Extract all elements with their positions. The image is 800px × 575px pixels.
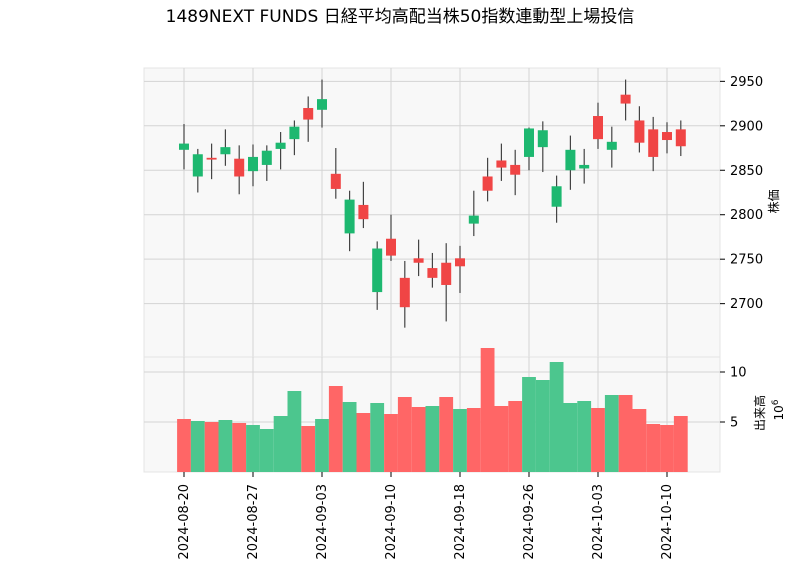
candle-body xyxy=(179,143,189,150)
candle-body xyxy=(330,173,341,189)
volume-bar xyxy=(453,409,467,472)
volume-bar xyxy=(494,406,509,472)
candle-body xyxy=(468,215,479,224)
volume-bar xyxy=(218,420,233,472)
volume-bar xyxy=(591,408,605,472)
candle-body xyxy=(372,248,383,293)
candle-body xyxy=(441,262,452,285)
candle-body xyxy=(248,156,258,172)
candle-body xyxy=(675,129,686,147)
candle-body xyxy=(524,128,534,157)
volume-bar xyxy=(204,422,219,472)
volume-bar xyxy=(577,401,592,472)
x-axis: 2024-08-20 2024-08-27 2024-09-03 2024-09-10… xyxy=(177,472,675,560)
x-tick-label: 2024-10-03 xyxy=(591,484,606,560)
volume-bar xyxy=(342,402,357,472)
volume-tick-label: 5 xyxy=(730,416,738,431)
volume-bar xyxy=(508,401,523,472)
candle-body xyxy=(386,238,396,256)
chart-title: 1489NEXT FUNDS 日経平均高配当株50指数連動型上場投信 xyxy=(165,7,635,27)
volume-bar xyxy=(466,408,481,472)
volume-unit-label: 106 xyxy=(771,399,786,420)
candle-body xyxy=(537,130,548,148)
volume-axis-label: 出来高 xyxy=(752,395,767,431)
price-axis-label: 株価 xyxy=(766,189,781,213)
volume-bar xyxy=(660,425,674,472)
price-tick-label: 2800 xyxy=(730,208,763,223)
volume-bar xyxy=(315,419,329,472)
volume-bar xyxy=(232,423,247,472)
candle-body xyxy=(551,186,562,207)
volume-panel: 5 10 出来高 106 xyxy=(143,348,786,473)
candle-body xyxy=(496,160,507,168)
volume-bar xyxy=(397,397,412,472)
volume-bar xyxy=(522,377,536,472)
volume-bar xyxy=(604,395,619,472)
x-tick-label: 2024-09-18 xyxy=(453,484,468,560)
x-tick-label: 2024-09-10 xyxy=(384,484,399,560)
volume-bar xyxy=(425,406,440,472)
price-tick-label: 2850 xyxy=(730,164,763,179)
volume-bar xyxy=(632,409,647,472)
volume-bar xyxy=(535,380,550,472)
candle-body xyxy=(192,154,203,177)
candle-body xyxy=(413,258,424,263)
volume-bar xyxy=(273,416,288,472)
volume-bar xyxy=(618,395,633,472)
candle-body xyxy=(620,94,631,104)
candle-body xyxy=(565,149,576,171)
volume-bar xyxy=(370,403,385,472)
price-tick-label: 2950 xyxy=(730,75,763,90)
candle-body xyxy=(482,176,493,191)
volume-bar xyxy=(287,391,302,472)
candle-body xyxy=(303,108,314,120)
x-tick-label: 2024-09-26 xyxy=(522,484,537,560)
candle-body xyxy=(317,99,327,110)
candle-body xyxy=(427,268,438,278)
price-tick-label: 2900 xyxy=(730,119,763,134)
price-tick-label: 2700 xyxy=(730,297,763,312)
volume-bar xyxy=(411,407,426,472)
candle-body xyxy=(634,120,645,143)
candle-body xyxy=(648,129,659,157)
candle-body xyxy=(662,132,672,141)
x-tick-label: 2024-08-27 xyxy=(246,484,261,560)
volume-bar xyxy=(259,429,274,472)
x-tick-label: 2024-08-20 xyxy=(177,484,192,560)
candle-body xyxy=(606,141,617,150)
volume-bar xyxy=(246,425,260,472)
candle-body xyxy=(289,126,300,140)
candle-body xyxy=(275,142,286,149)
volume-bar xyxy=(480,348,495,472)
volume-bar xyxy=(384,414,398,472)
candle-body xyxy=(399,277,410,308)
price-tick-label: 2750 xyxy=(730,253,763,268)
candle-body xyxy=(579,164,590,169)
volume-bar xyxy=(177,419,191,472)
volume-bar xyxy=(328,386,343,472)
candle-body xyxy=(455,258,465,267)
volume-bar xyxy=(563,403,578,472)
volume-bar xyxy=(356,413,371,472)
volume-bar xyxy=(439,397,454,472)
candle-body xyxy=(358,204,369,220)
volume-bar xyxy=(673,416,688,472)
volume-bar xyxy=(190,421,205,472)
candle-body xyxy=(206,157,217,160)
volume-bar xyxy=(301,426,316,472)
candle-body xyxy=(261,150,272,165)
x-tick-label: 2024-10-10 xyxy=(660,484,675,560)
x-tick-label: 2024-09-03 xyxy=(315,484,330,560)
volume-tick-label: 10 xyxy=(730,366,747,381)
candle-body xyxy=(510,164,521,175)
price-plot-area xyxy=(143,67,721,358)
candle-body xyxy=(220,147,231,155)
candle-body xyxy=(234,158,245,177)
price-panel: 2700 2750 2800 2850 2900 2950 株価 xyxy=(143,67,781,358)
candle-body xyxy=(593,116,603,140)
volume-bar xyxy=(549,362,564,472)
candle-body xyxy=(344,199,355,234)
volume-bar xyxy=(646,424,661,472)
